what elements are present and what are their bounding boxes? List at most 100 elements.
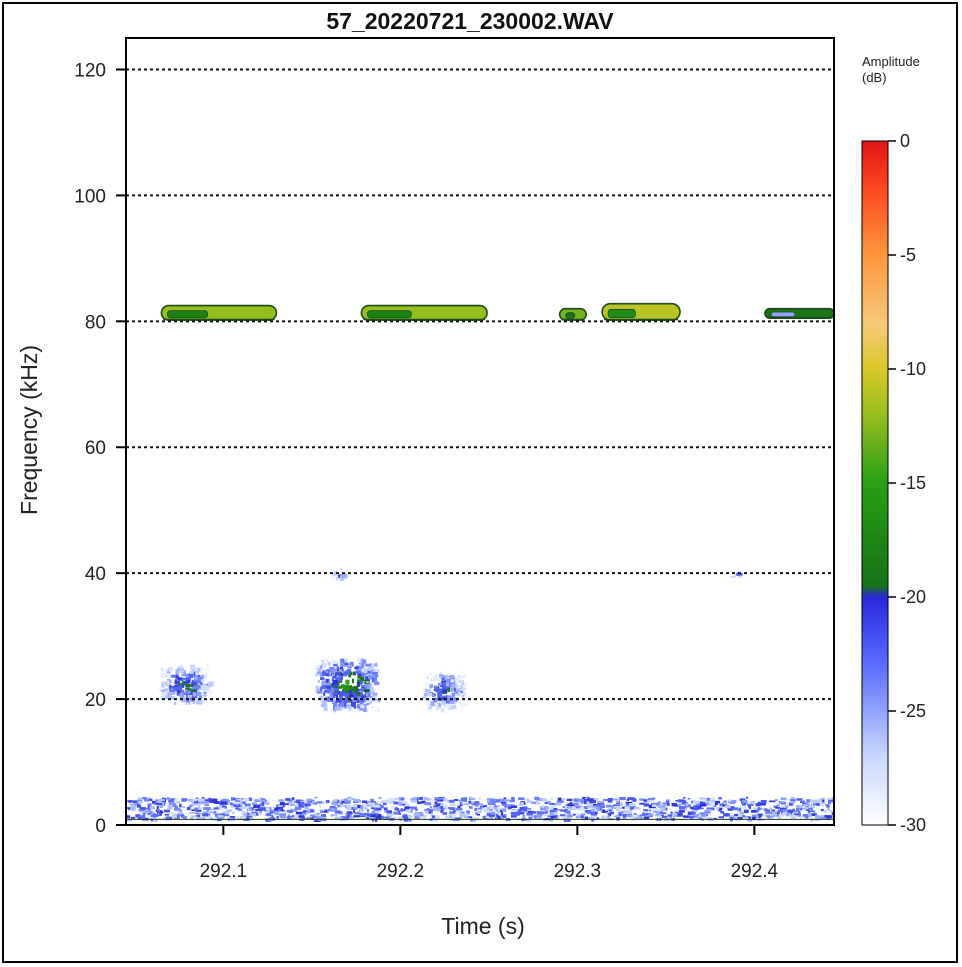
- noise-pixel: [830, 815, 834, 818]
- noise-pixel: [716, 817, 723, 820]
- noise-pixel: [219, 803, 226, 807]
- signal-pixel: [437, 688, 442, 691]
- noise-pixel: [433, 805, 439, 808]
- signal-pixel: [334, 573, 338, 577]
- noise-pixel: [146, 818, 152, 822]
- noise-pixel: [718, 797, 722, 800]
- signal-pixel: [460, 705, 465, 709]
- noise-pixel: [651, 805, 656, 809]
- noise-pixel: [480, 807, 486, 811]
- noise-pixel: [455, 808, 463, 811]
- noise-pixel: [782, 810, 785, 813]
- noise-pixel: [210, 798, 218, 802]
- noise-pixel: [558, 803, 562, 806]
- noise-pixel: [314, 796, 318, 799]
- noise-pixel: [371, 818, 375, 822]
- noise-pixel: [772, 810, 777, 815]
- noise-pixel: [557, 797, 562, 801]
- signal-pixel: [324, 685, 331, 689]
- colorbar-tick-label: -5: [900, 245, 916, 265]
- signal-pixel: [333, 571, 336, 577]
- signal-pixel: [459, 673, 464, 676]
- noise-pixel: [722, 801, 727, 804]
- noise-pixel: [525, 808, 532, 810]
- signal-pixel: [166, 679, 171, 682]
- noise-pixel: [698, 814, 702, 818]
- noise-pixel: [169, 812, 175, 816]
- noise-pixel: [454, 817, 462, 820]
- noise-pixel: [806, 801, 810, 804]
- noise-pixel: [611, 807, 617, 810]
- noise-pixel: [449, 807, 456, 811]
- signal-pixel: [344, 662, 349, 666]
- noise-pixel: [159, 798, 165, 802]
- noise-pixel: [486, 806, 491, 810]
- signal-pixel: [339, 576, 344, 582]
- signal-pixel: [352, 686, 357, 690]
- noise-pixel: [804, 806, 809, 810]
- noise-pixel: [535, 799, 539, 803]
- colorbar-label-unit: (dB): [862, 70, 887, 85]
- noise-pixel: [727, 808, 733, 811]
- noise-pixel: [419, 796, 424, 800]
- noise-pixel: [398, 801, 405, 804]
- noise-pixel: [164, 813, 170, 816]
- signal-cluster: [728, 567, 748, 585]
- noise-pixel: [747, 802, 751, 805]
- signal-pixel: [338, 675, 342, 678]
- noise-pixel: [237, 807, 243, 811]
- noise-pixel: [826, 806, 830, 808]
- noise-pixel: [213, 801, 220, 804]
- noise-pixel: [286, 809, 292, 813]
- noise-pixel: [800, 801, 803, 804]
- noise-pixel: [698, 817, 702, 820]
- noise-pixel: [220, 801, 227, 805]
- noise-pixel: [429, 809, 434, 812]
- echolocation-call: [558, 307, 588, 321]
- noise-pixel: [157, 808, 160, 813]
- noise-pixel: [281, 809, 285, 812]
- noise-pixel: [178, 810, 183, 814]
- noise-pixel: [643, 801, 648, 803]
- noise-pixel: [316, 816, 323, 820]
- noise-pixel: [247, 808, 252, 811]
- noise-pixel: [694, 814, 700, 819]
- signal-pixel: [162, 692, 168, 696]
- noise-pixel: [147, 806, 151, 810]
- signal-pixel: [452, 704, 456, 710]
- noise-pixel: [404, 806, 410, 810]
- signal-pixel: [357, 679, 361, 683]
- noise-pixel: [369, 816, 376, 820]
- noise-pixel: [424, 811, 429, 815]
- noise-pixel: [757, 813, 763, 816]
- noise-pixel: [509, 799, 516, 803]
- signal-pixel: [357, 682, 361, 687]
- noise-pixel: [766, 809, 771, 812]
- noise-pixel: [560, 814, 566, 817]
- noise-pixel: [625, 802, 631, 806]
- noise-pixel: [571, 807, 576, 809]
- noise-pixel: [520, 802, 524, 805]
- noise-pixel: [751, 810, 758, 813]
- noise-pixel: [183, 816, 187, 820]
- noise-pixel: [168, 802, 175, 806]
- signal-pixel: [355, 668, 362, 671]
- noise-pixel: [340, 801, 344, 805]
- noise-pixel: [627, 797, 635, 800]
- signal-pixel: [328, 661, 331, 666]
- signal-pixel: [201, 665, 208, 670]
- noise-pixel: [776, 804, 780, 807]
- signal-pixel: [175, 675, 179, 679]
- signal-pixel: [464, 690, 469, 695]
- signal-pixel: [197, 674, 201, 678]
- signal-pixel: [422, 696, 426, 701]
- plot-area: [125, 37, 835, 826]
- signal-pixel: [161, 682, 168, 686]
- signal-pixel: [164, 691, 170, 696]
- noise-pixel: [499, 809, 503, 813]
- signal-pixel: [336, 685, 340, 688]
- noise-pixel: [440, 805, 446, 807]
- noise-pixel: [829, 803, 832, 806]
- noise-pixel: [646, 809, 650, 812]
- signal-pixel: [361, 673, 365, 677]
